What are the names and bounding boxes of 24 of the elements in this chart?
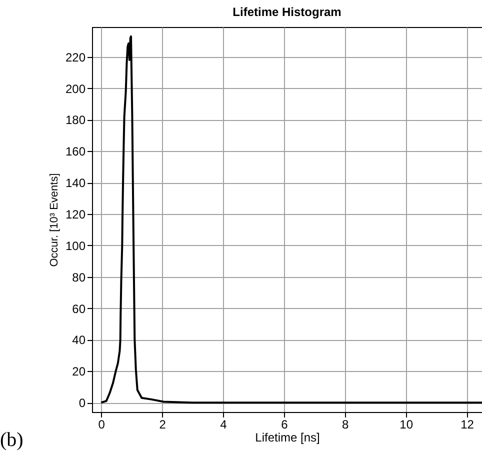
y-tick-label: 80 [72, 270, 86, 284]
x-tick-label: 2 [159, 418, 166, 432]
y-axis-title: Occur. [10³ Events] [48, 173, 60, 267]
x-tick-label: 4 [220, 418, 228, 432]
y-tick-label: 220 [65, 50, 86, 64]
y-tick-label: 20 [72, 364, 86, 379]
y-tick-label: 200 [65, 82, 86, 96]
x-tick-label: 8 [342, 418, 350, 432]
text: (b) [0, 429, 24, 451]
y-tick-label: 100 [65, 238, 86, 253]
y-tick-label: 120 [65, 208, 86, 222]
y-tick-label: 140 [65, 176, 86, 190]
x-axis-title: Lifetime [ns] [255, 430, 320, 444]
chart-title: Lifetime Histogram [232, 5, 342, 19]
y-tick-label: 180 [65, 113, 86, 128]
x-tick-label: 0 [98, 418, 106, 432]
y-tick-label: 40 [72, 333, 86, 348]
line-series [100, 35, 482, 404]
x-tick-label: 10 [400, 418, 414, 432]
y-tick-label: 0 [78, 396, 86, 410]
x-tick-label: 6 [281, 418, 288, 432]
x-tick-label: 12 [460, 418, 474, 432]
y-tick-label: 60 [72, 302, 86, 316]
y-tick-label: 160 [65, 144, 86, 159]
